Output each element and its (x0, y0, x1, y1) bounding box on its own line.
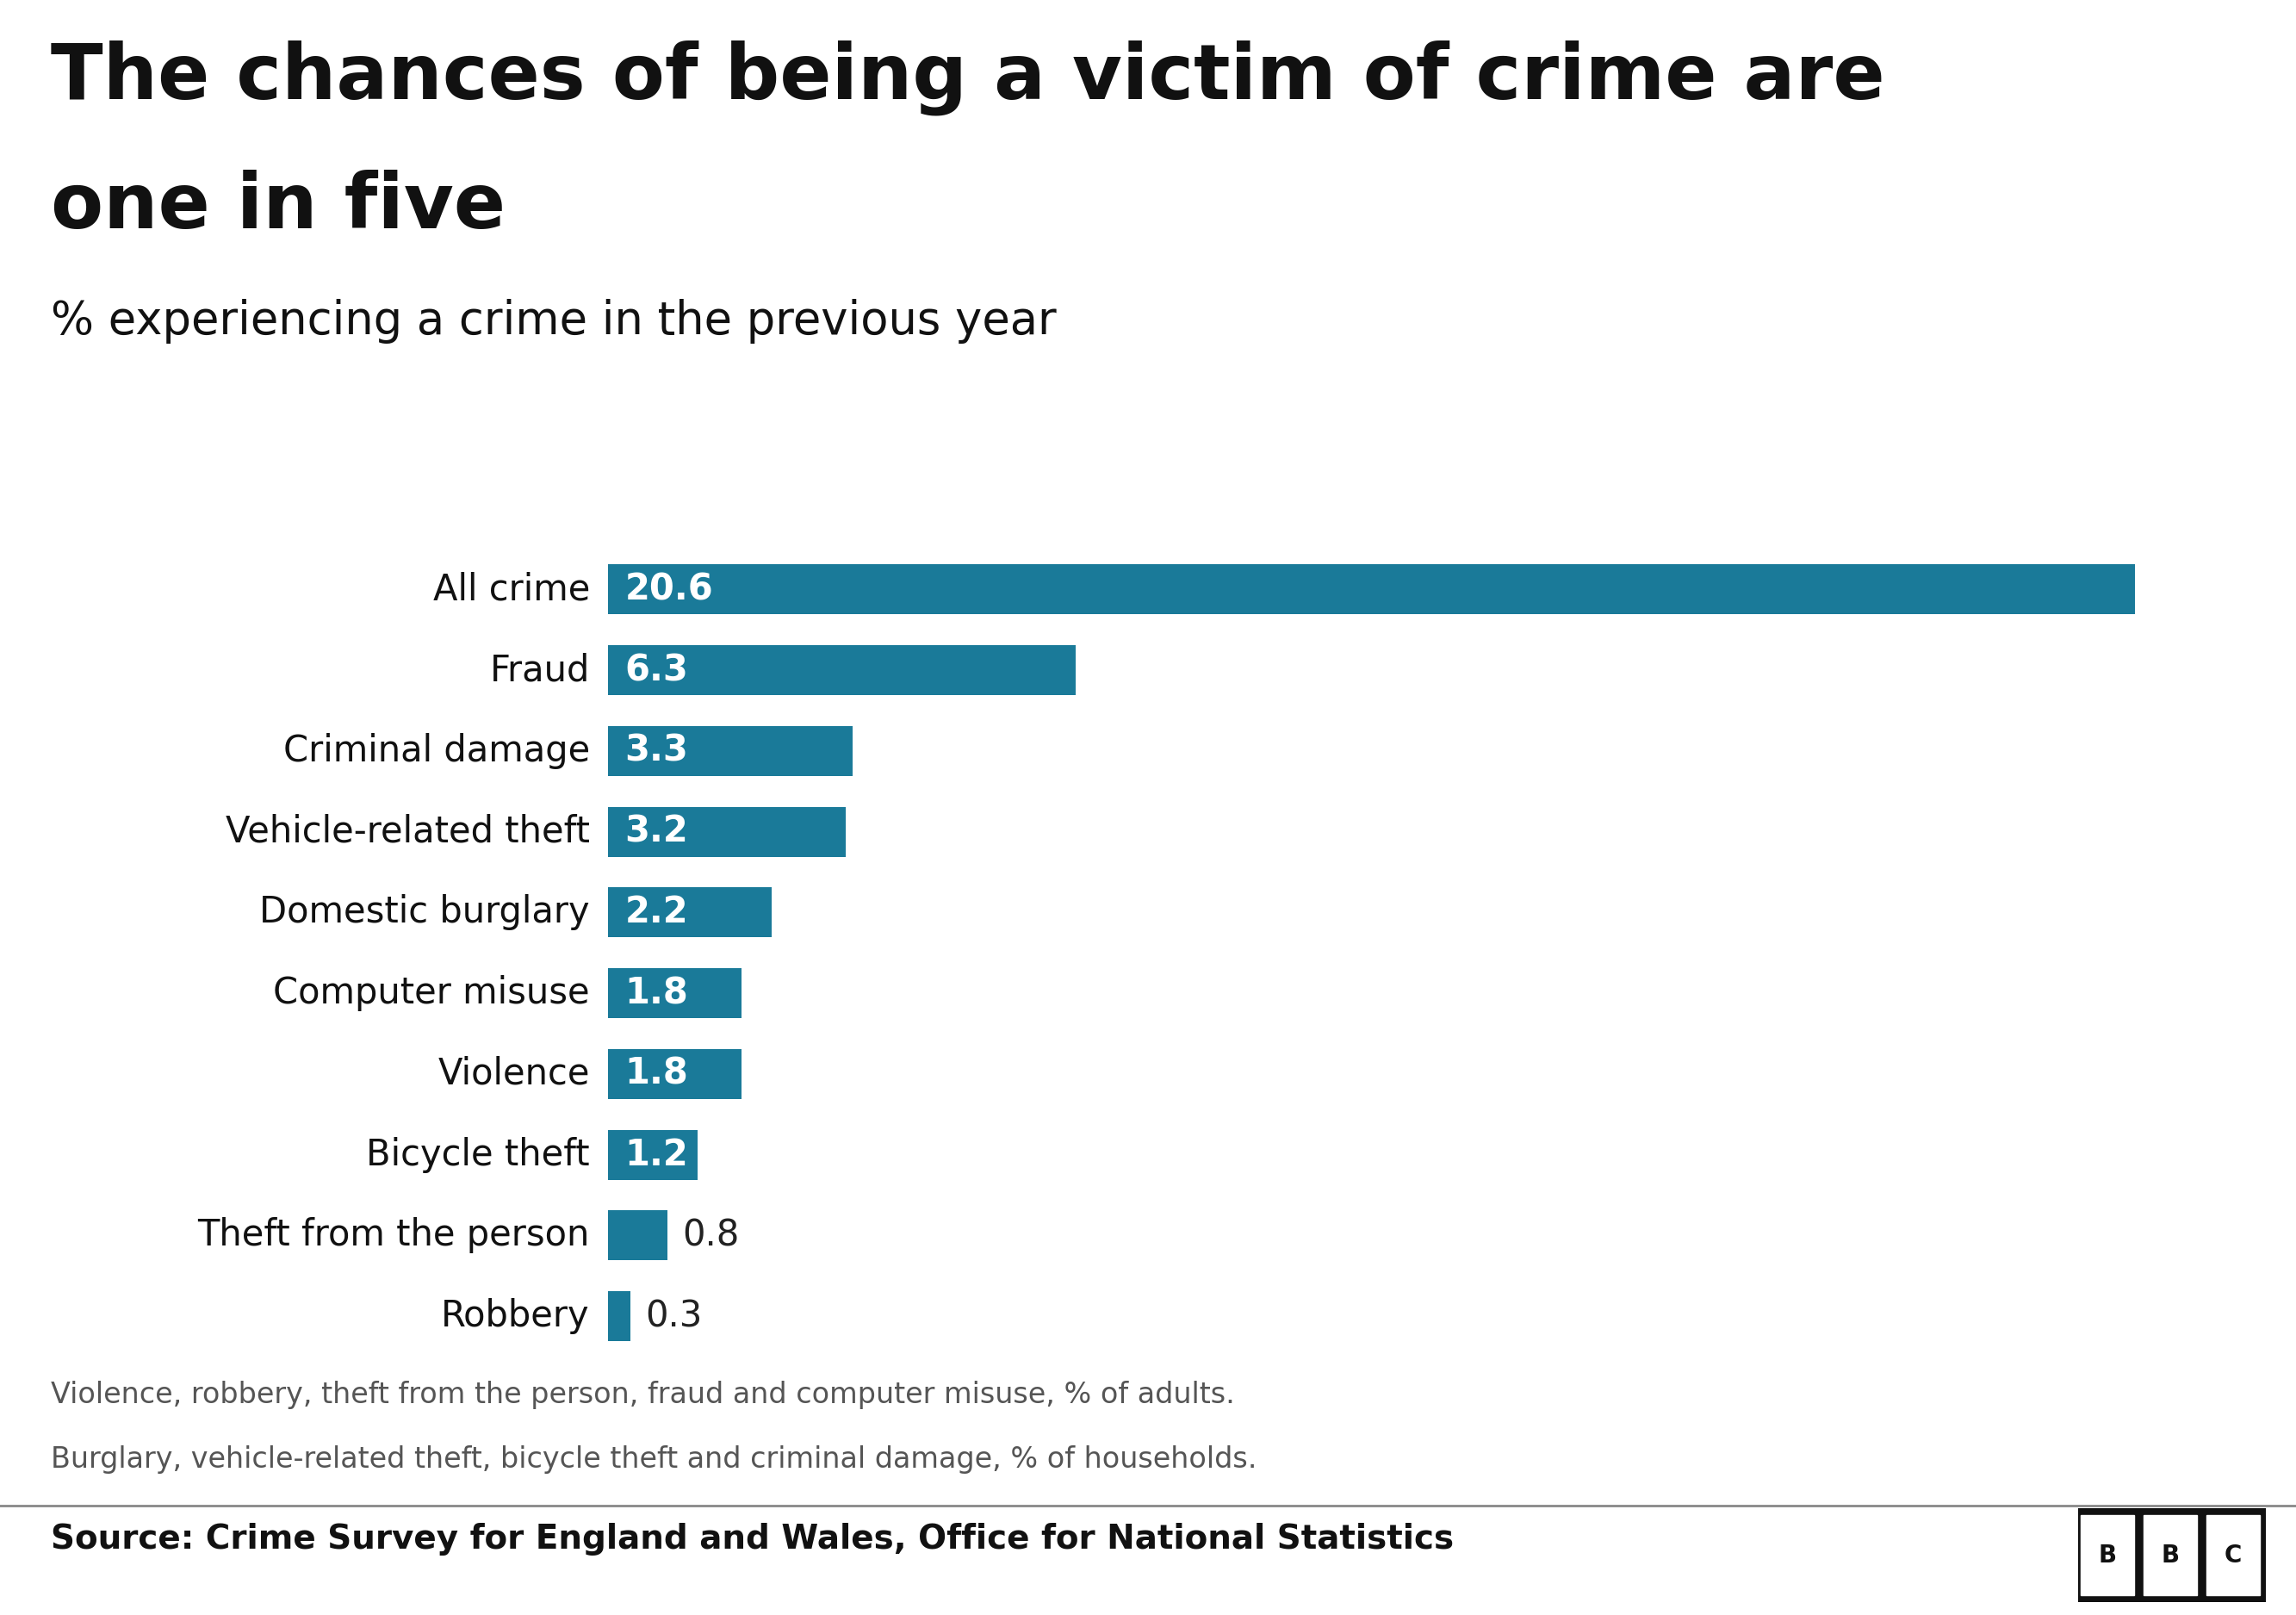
Text: 2.2: 2.2 (625, 895, 689, 930)
Text: 6.3: 6.3 (625, 652, 689, 688)
Text: C: C (2225, 1544, 2241, 1567)
Bar (608, 1292, 631, 1340)
Bar (608, 564, 2135, 614)
Bar (608, 969, 742, 1019)
Text: Criminal damage: Criminal damage (282, 733, 590, 769)
Text: 1.8: 1.8 (625, 1056, 689, 1092)
Bar (608, 1211, 668, 1260)
Bar (608, 727, 854, 775)
Text: one in five: one in five (51, 170, 505, 244)
Text: Violence, robbery, theft from the person, fraud and computer misuse, % of adults: Violence, robbery, theft from the person… (51, 1381, 1235, 1410)
Text: Burglary, vehicle-related theft, bicycle theft and criminal damage, % of househo: Burglary, vehicle-related theft, bicycle… (51, 1445, 1256, 1474)
Text: B: B (2099, 1544, 2117, 1567)
Text: 0.8: 0.8 (682, 1218, 739, 1253)
Bar (608, 888, 771, 937)
Bar (608, 1050, 742, 1098)
Text: Fraud: Fraud (489, 652, 590, 688)
Text: B: B (2161, 1544, 2179, 1567)
Text: Source: Crime Survey for England and Wales, Office for National Statistics: Source: Crime Survey for England and Wal… (51, 1523, 1453, 1555)
Bar (608, 808, 845, 856)
Text: Bicycle theft: Bicycle theft (367, 1137, 590, 1172)
Text: 3.2: 3.2 (625, 814, 689, 849)
Text: 0.3: 0.3 (645, 1298, 703, 1334)
Text: Domestic burglary: Domestic burglary (259, 895, 590, 930)
Bar (608, 1130, 698, 1179)
FancyBboxPatch shape (2144, 1515, 2197, 1596)
Text: 3.3: 3.3 (625, 733, 689, 769)
Text: 1.8: 1.8 (625, 975, 689, 1011)
Bar (608, 646, 1075, 694)
Text: Violence: Violence (439, 1056, 590, 1092)
FancyBboxPatch shape (2206, 1515, 2259, 1596)
Text: The chances of being a victim of crime are: The chances of being a victim of crime a… (51, 40, 1885, 116)
Text: Theft from the person: Theft from the person (197, 1218, 590, 1253)
Text: Computer misuse: Computer misuse (273, 975, 590, 1011)
Text: 20.6: 20.6 (625, 572, 714, 607)
Text: All crime: All crime (434, 572, 590, 607)
Text: % experiencing a crime in the previous year: % experiencing a crime in the previous y… (51, 299, 1056, 344)
Text: Vehicle-related theft: Vehicle-related theft (225, 814, 590, 849)
Text: Robbery: Robbery (441, 1298, 590, 1334)
FancyBboxPatch shape (2080, 1515, 2135, 1596)
Text: 1.2: 1.2 (625, 1137, 689, 1172)
